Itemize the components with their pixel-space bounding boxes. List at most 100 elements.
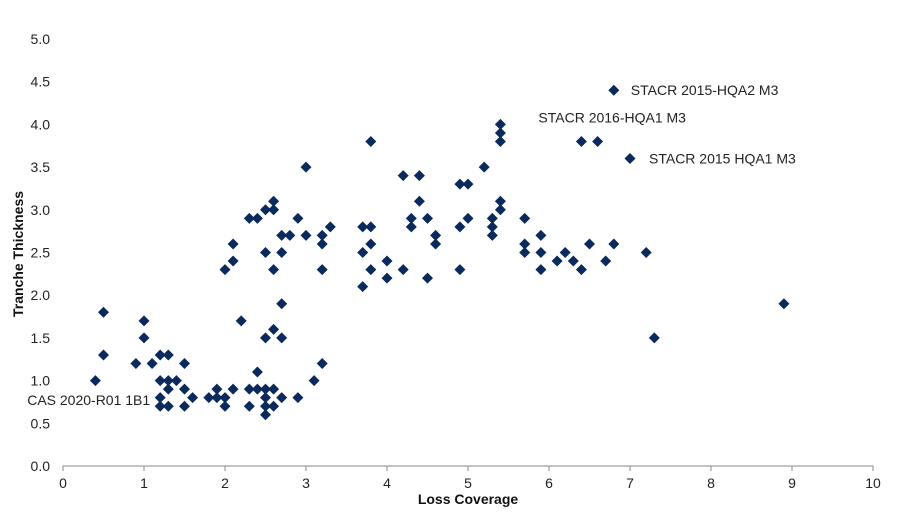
data-point: [381, 272, 393, 284]
data-point: [486, 229, 498, 241]
data-point: [179, 400, 190, 412]
data-point: [130, 358, 142, 370]
data-point: [251, 366, 263, 378]
data-point: [397, 170, 409, 182]
data-point: [268, 400, 280, 412]
data-point: [478, 161, 490, 173]
x-tick-label: 10: [865, 475, 881, 491]
data-point: [268, 264, 280, 276]
data-point: [454, 264, 466, 276]
data-point: [187, 392, 199, 404]
data-point: [162, 400, 174, 412]
data-point: [260, 400, 271, 412]
data-point: [260, 332, 271, 344]
data-point: [316, 229, 328, 241]
data-point: [268, 323, 280, 335]
data-point: [292, 392, 304, 404]
data-point: [276, 247, 288, 258]
data-point: [430, 229, 442, 241]
data-point: [138, 332, 150, 344]
data-points: [89, 84, 790, 421]
data-point: [535, 264, 547, 276]
data-point: [235, 315, 247, 327]
data-point: [535, 229, 547, 241]
y-tick-label: 4.0: [31, 116, 51, 132]
data-point: [154, 400, 166, 412]
data-point: [640, 247, 652, 258]
data-point: [454, 178, 466, 190]
y-tick-label: 3.5: [31, 159, 51, 175]
data-point: [559, 247, 571, 258]
data-point: [211, 392, 223, 404]
data-point: [608, 84, 620, 96]
x-tick-label: 2: [221, 475, 229, 491]
data-point: [519, 238, 531, 250]
data-point: [454, 221, 466, 233]
data-point: [357, 281, 369, 293]
x-tick-label: 4: [383, 475, 391, 491]
x-tick-label: 6: [545, 475, 553, 491]
data-point: [260, 204, 271, 216]
data-point: [300, 229, 312, 241]
data-point: [519, 212, 531, 224]
y-tick-label: 5.0: [31, 31, 51, 47]
data-point: [243, 383, 255, 395]
data-point: [300, 161, 312, 173]
data-point: [154, 392, 166, 404]
data-point: [154, 375, 166, 387]
data-point: [519, 247, 531, 258]
y-tick-label: 0.5: [31, 415, 51, 431]
data-point: [494, 135, 506, 147]
data-point: [292, 212, 304, 224]
data-point: [535, 247, 547, 258]
data-point: [211, 383, 223, 395]
data-point: [648, 332, 660, 344]
data-point: [260, 383, 271, 395]
y-axis-title: Tranche Thickness: [10, 191, 26, 317]
y-tick-label: 4.5: [31, 74, 51, 90]
x-tick-label: 0: [59, 475, 67, 491]
data-point: [324, 221, 336, 233]
data-point: [624, 153, 636, 165]
data-point: [276, 392, 288, 404]
data-point: [413, 170, 425, 182]
data-point: [397, 264, 409, 276]
data-point: [551, 255, 563, 267]
y-tick-label: 1.5: [31, 330, 51, 346]
data-point: [405, 221, 417, 233]
data-point: [260, 409, 271, 421]
data-point: [462, 178, 474, 190]
data-point: [308, 375, 320, 387]
x-tick-label: 1: [140, 475, 148, 491]
data-point: [179, 383, 190, 395]
data-point: [227, 238, 239, 250]
data-point: [276, 229, 288, 241]
data-point: [162, 375, 174, 387]
data-point: [162, 349, 174, 361]
data-point: [98, 349, 109, 361]
data-point: [316, 238, 328, 250]
x-tick-label: 7: [626, 475, 634, 491]
data-point: [365, 221, 377, 233]
data-point: [203, 392, 215, 404]
data-point: [462, 212, 474, 224]
data-point: [567, 255, 579, 267]
point-annotation: STACR 2015-HQA2 M3: [631, 82, 779, 98]
data-point: [146, 358, 158, 370]
data-point: [365, 238, 377, 250]
y-tick-label: 0.0: [31, 458, 51, 474]
data-point: [365, 264, 377, 276]
data-point: [405, 212, 417, 224]
y-tick-label: 3.0: [31, 202, 51, 218]
axes-layer: [62, 465, 874, 471]
data-point: [219, 400, 231, 412]
data-point: [575, 264, 587, 276]
data-point: [243, 400, 255, 412]
data-point: [494, 204, 506, 216]
x-axis-title: Loss Coverage: [418, 491, 519, 507]
data-point: [422, 272, 433, 284]
data-point: [162, 383, 174, 395]
data-point: [243, 212, 255, 224]
data-point: [381, 255, 393, 267]
data-point: [251, 383, 263, 395]
